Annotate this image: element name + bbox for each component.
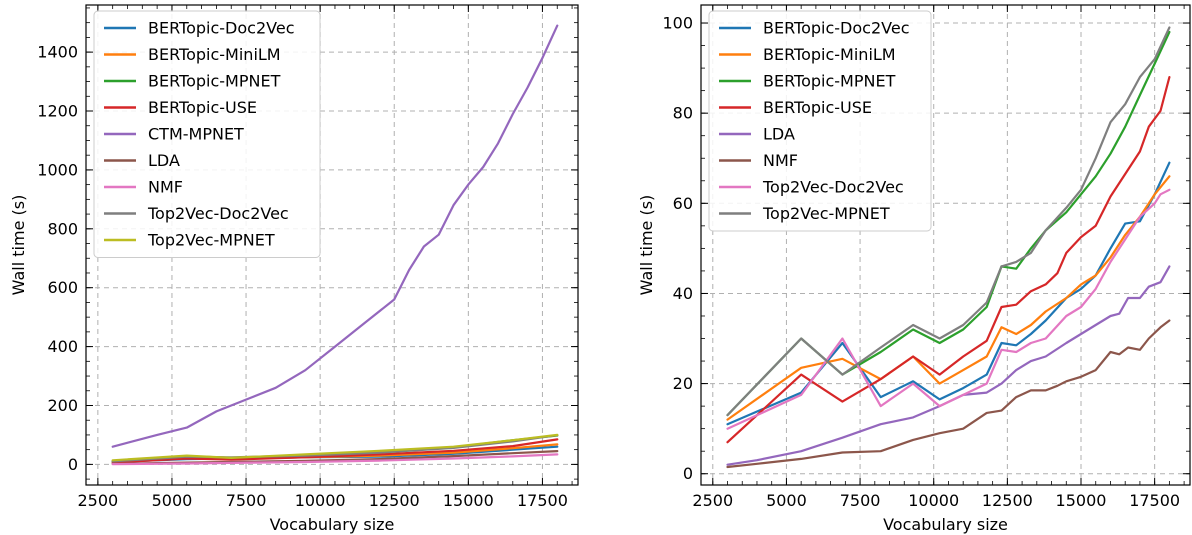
series-line-top2vec-doc2vec (726, 188, 1171, 430)
legend-label-top2vec-doc2vec: Top2Vec-Doc2Vec (147, 204, 289, 223)
series-lines (726, 26, 1171, 469)
ticks: 2500 5000 7500 10000 12500 15000 17500 0 200 400 6… (37, 5, 578, 510)
ticks: 2500 5000 7500 10000 12500 15000 17500 0 20 40 60 8… (662, 5, 1190, 510)
series-line-ctm-mpnet (111, 24, 559, 448)
legend-label-lda: LDA (763, 125, 795, 144)
y-tick-label: 40 (673, 284, 693, 303)
legend-label-bertopic-minilm: BERTopic-MiniLM (763, 45, 896, 64)
y-tick-label: 20 (673, 374, 693, 393)
x-tick-label: 2500 (77, 491, 118, 510)
legend-label-top2vec-mpnet: Top2Vec-MPNET (147, 231, 275, 250)
x-tick-label: 15000 (1056, 491, 1107, 510)
y-tick-label: 400 (47, 337, 78, 356)
legend-label-nmf: NMF (148, 178, 183, 197)
x-axis-label: Vocabulary size (883, 515, 1008, 534)
chart-panel-2: 2500 5000 7500 10000 12500 15000 17500 0 20 40 60 8… (637, 4, 1191, 534)
series-line-lda (726, 265, 1171, 466)
x-axis-label: Vocabulary size (270, 515, 395, 534)
y-tick-label: 600 (47, 278, 78, 297)
x-tick-label: 7500 (226, 491, 267, 510)
series-line-top2vec-mpnet (111, 433, 559, 462)
series-line-top2vec-mpnet (726, 26, 1171, 417)
x-tick-label: 5000 (152, 491, 193, 510)
x-tick-label: 12500 (982, 491, 1033, 510)
series-line-bertopic-use (726, 75, 1171, 444)
series-line-bertopic-doc2vec (726, 161, 1171, 426)
y-axis-label: Wall time (s) (637, 195, 656, 296)
legend-label-bertopic-use: BERTopic-USE (763, 98, 872, 117)
y-tick-label: 80 (673, 104, 693, 123)
series-line-nmf (111, 453, 559, 466)
y-axis-label: Wall time (s) (9, 195, 28, 296)
y-tick-label: 1200 (37, 102, 78, 121)
legend-label-bertopic-minilm: BERTopic-MiniLM (148, 45, 281, 64)
legend-label-nmf: NMF (763, 151, 798, 170)
y-tick-label: 0 (683, 464, 693, 483)
legend: BERTopic-Doc2Vec BERTopic-MiniLM BERTopic-… (708, 10, 932, 232)
axes-frame (700, 4, 1191, 486)
y-tick-label: 0 (68, 455, 78, 474)
x-tick-label: 15000 (443, 491, 494, 510)
legend-label-top2vec-mpnet: Top2Vec-MPNET (762, 204, 890, 223)
legend: BERTopic-Doc2Vec BERTopic-MiniLM BERTopic-… (93, 10, 321, 258)
legend-label-bertopic-use: BERTopic-USE (148, 98, 257, 117)
x-tick-label: 10000 (295, 491, 346, 510)
legend-label-ctm-mpnet: CTM-MPNET (148, 125, 244, 144)
legend-label-bertopic-doc2vec: BERTopic-Doc2Vec (148, 19, 294, 38)
x-tick-label: 2500 (692, 491, 733, 510)
x-tick-label: 7500 (840, 491, 881, 510)
y-tick-label: 100 (662, 14, 693, 33)
y-tick-label: 1400 (37, 43, 78, 62)
chart-panel-1: 2500 5000 7500 10000 12500 15000 17500 0 200 400 6… (9, 4, 579, 534)
x-tick-label: 10000 (908, 491, 959, 510)
legend-label-bertopic-mpnet: BERTopic-MPNET (763, 72, 896, 91)
y-tick-label: 60 (673, 194, 693, 213)
series-lines (111, 24, 559, 466)
y-tick-label: 1000 (37, 160, 78, 179)
legend-box (93, 10, 321, 258)
legend-label-bertopic-doc2vec: BERTopic-Doc2Vec (763, 19, 909, 38)
legend-box (708, 10, 932, 232)
axes-frame (85, 4, 579, 486)
legend-label-top2vec-doc2vec: Top2Vec-Doc2Vec (762, 178, 904, 197)
x-tick-label: 17500 (1129, 491, 1180, 510)
series-line-bertopic-use (111, 438, 559, 464)
y-tick-label: 800 (47, 219, 78, 238)
x-tick-label: 12500 (369, 491, 420, 510)
x-tick-label: 17500 (517, 491, 568, 510)
legend-label-lda: LDA (148, 151, 180, 170)
x-tick-label: 5000 (766, 491, 807, 510)
series-line-nmf (726, 319, 1171, 469)
legend-label-bertopic-mpnet: BERTopic-MPNET (148, 72, 281, 91)
y-tick-label: 200 (47, 396, 78, 415)
